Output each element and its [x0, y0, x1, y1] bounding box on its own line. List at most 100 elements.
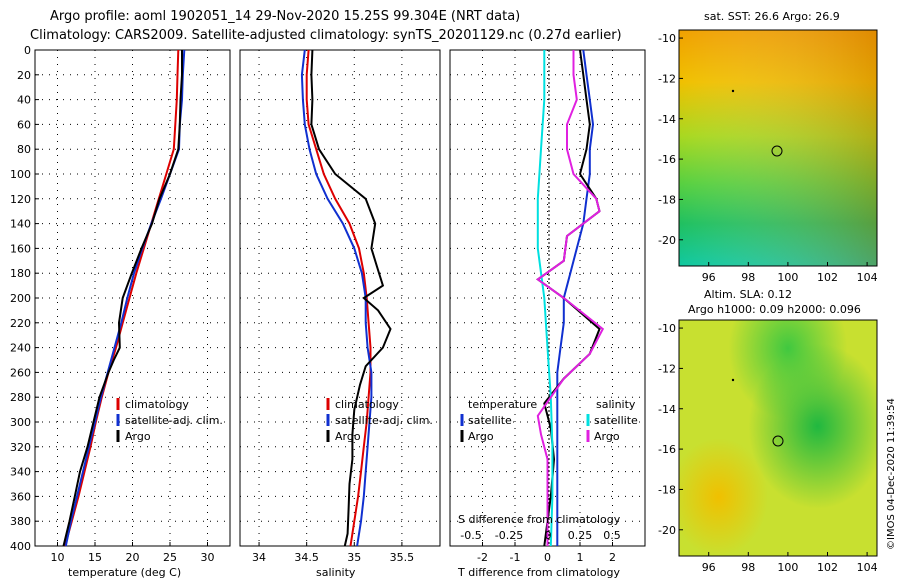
s-tick: -0.5: [460, 529, 481, 542]
y-tick-label: -14: [658, 113, 676, 126]
float-track-dot: [731, 89, 735, 93]
x-tick-label: -1: [510, 551, 521, 564]
argo-location-marker: [771, 145, 783, 157]
sla-map-title-line1: Altim. SLA: 0.12: [704, 288, 792, 301]
y-tick-label: -10: [658, 322, 676, 335]
legend-label-t-satellite: satellite: [468, 414, 512, 427]
y-tick-label: 340: [10, 466, 31, 479]
y-tick-label: -20: [658, 234, 676, 247]
y-tick-label: 180: [10, 267, 31, 280]
x-tick-label: 2: [609, 551, 616, 564]
header-title-line1: Argo profile: aoml 1902051_14 29-Nov-202…: [50, 9, 520, 24]
x-tick-label: 1: [577, 551, 584, 564]
x-tick-label: 100: [777, 271, 798, 284]
s-tick: 0: [545, 529, 552, 542]
y-tick-label: -16: [658, 153, 676, 166]
x-tick-label: 96: [702, 561, 716, 574]
y-tick-label: -12: [658, 72, 676, 85]
series-line-argo: [310, 49, 392, 547]
sst-field-overlay: [679, 30, 877, 266]
salinity-grid: [240, 49, 440, 547]
y-tick-label: -18: [658, 483, 676, 496]
sst-map: sat. SST: 26.6 Argo: 26.9 -10-12-14-16-1…: [658, 10, 878, 284]
legend-label-climatology: climatology: [125, 398, 189, 411]
legend-label-satellite: satellite-adj. clim.: [125, 414, 223, 427]
y-tick-label: 220: [10, 317, 31, 330]
x-tick-label: 0: [544, 551, 551, 564]
y-tick-label: -14: [658, 403, 676, 416]
x-tick-label: 98: [741, 271, 755, 284]
temperature-x-ticks: 10 15 20 25 30: [51, 542, 215, 564]
y-tick-label: 360: [10, 490, 31, 503]
series-line-argo: [62, 50, 183, 547]
y-tick-label: 40: [17, 94, 31, 107]
legend-label-climatology: climatology: [335, 398, 399, 411]
y-tick-label: 80: [17, 143, 31, 156]
y-tick-label: -16: [658, 443, 676, 456]
legend-label-s-argo: Argo: [594, 430, 620, 443]
y-tick-label: 260: [10, 366, 31, 379]
timestamp: ©IMOS 04-Dec-2020 11:39:54: [886, 398, 897, 550]
sst-x-ticks: 96 98 100 102 104: [702, 262, 878, 284]
x-tick-label: 35: [347, 551, 361, 564]
temperature-legend: climatology satellite-adj. clim. Argo: [116, 398, 223, 443]
x-tick-label: 20: [126, 551, 140, 564]
legend-title-salinity: salinity: [596, 398, 636, 411]
temperature-series: [62, 49, 186, 547]
temperature-x-label: temperature (deg C): [68, 566, 181, 579]
x-tick-label: 25: [163, 551, 177, 564]
y-tick-label: -20: [658, 524, 676, 537]
y-tick-label: 380: [10, 515, 31, 528]
sla-x-ticks: 96 98 100 102 104: [702, 552, 878, 574]
sst-map-title: sat. SST: 26.6 Argo: 26.9: [704, 10, 840, 23]
y-tick-label: -10: [658, 32, 676, 45]
y-tick-label: 160: [10, 242, 31, 255]
legend-label-argo: Argo: [125, 430, 151, 443]
x-tick-label: 104: [857, 561, 878, 574]
y-tick-label: -12: [658, 362, 676, 375]
x-tick-label: 98: [741, 561, 755, 574]
series-line-s-argo: [536, 50, 605, 546]
sst-map-frame: [678, 29, 878, 267]
x-tick-label: 100: [777, 561, 798, 574]
series-line-climatology: [64, 49, 180, 547]
y-tick-label: 300: [10, 416, 31, 429]
x-tick-label: 34: [252, 551, 266, 564]
x-tick-label: 104: [857, 271, 878, 284]
x-tick-label: 30: [201, 551, 215, 564]
sst-y-ticks: -10 -12 -14 -16 -18 -20: [658, 32, 683, 247]
series-line-s-satellite: [536, 50, 554, 547]
legend-title-temperature: temperature: [468, 398, 537, 411]
s-tick: 0.25: [568, 529, 593, 542]
s-difference-label: S difference from climatology: [458, 513, 621, 526]
sla-field-blob: [679, 320, 877, 556]
s-difference-ticks: -0.5 -0.25 0 0.25 0.5: [460, 529, 620, 542]
sla-y-ticks: -10 -12 -14 -16 -18 -20: [658, 322, 683, 537]
y-tick-label: 0: [24, 44, 31, 57]
difference-x-ticks: -2 -1 0 1 2: [477, 542, 616, 564]
float-track-dot: [731, 378, 735, 382]
temperature-panel: 0 20 40 60 80 100 120 140 160 180 200 220 240 260 280 3…: [10, 44, 231, 579]
x-tick-label: -2: [477, 551, 488, 564]
x-tick-label: 102: [817, 561, 838, 574]
sla-map: Altim. SLA: 0.12 Argo h1000: 0.09 h2000:…: [658, 288, 878, 574]
salinity-legend: climatology satellite-adj. clim. Argo: [326, 398, 433, 443]
sla-map-frame: [678, 319, 878, 557]
y-tick-label: 200: [10, 292, 31, 305]
y-tick-label: 240: [10, 342, 31, 355]
legend-label-argo: Argo: [335, 430, 361, 443]
salinity-series: [300, 49, 392, 547]
argo-location-marker: [772, 435, 784, 447]
difference-series: [536, 49, 605, 547]
y-tick-label: 20: [17, 69, 31, 82]
legend-label-s-satellite: satellite: [594, 414, 638, 427]
legend-label-t-argo: Argo: [468, 430, 494, 443]
salinity-plot-frame: [239, 49, 441, 547]
series-line-satellite-adj-clim-: [300, 49, 373, 547]
s-tick: 0.5: [603, 529, 621, 542]
difference-x-label: T difference from climatology: [457, 566, 620, 579]
temperature-grid: [35, 49, 230, 547]
salinity-x-ticks: 34 34.5 35 35.5: [252, 542, 414, 564]
y-tick-label: 280: [10, 391, 31, 404]
